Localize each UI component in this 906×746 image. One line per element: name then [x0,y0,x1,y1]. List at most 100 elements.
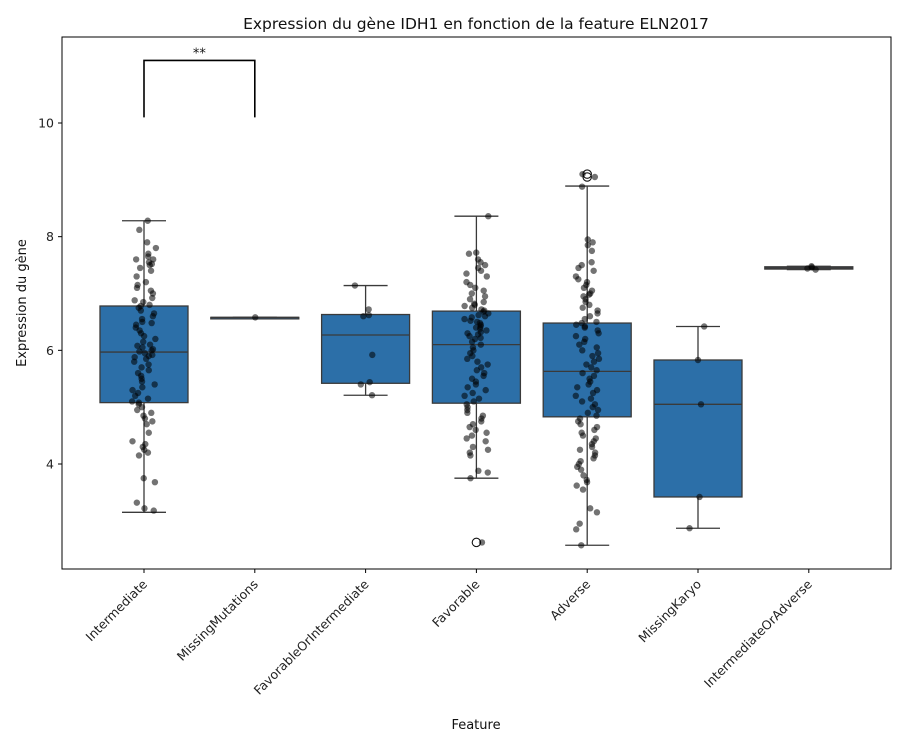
data-point [463,270,470,277]
box-iqr [320,313,411,384]
data-point [128,398,136,405]
data-point [700,323,708,330]
box-adverse [542,169,632,546]
data-point [365,311,373,319]
data-point [477,334,484,342]
data-point [477,267,485,274]
box-favorableorintermediate [320,284,411,396]
data-point [467,317,474,324]
data-point [148,409,155,417]
data-point [579,304,586,311]
boxes-layer [99,169,854,548]
data-point [137,307,145,314]
x-tick-label: Intermediate [82,576,150,644]
data-point [152,335,159,343]
data-point [588,364,595,371]
data-point [480,372,487,380]
data-point [466,295,474,303]
data-point [484,361,491,368]
data-point [464,409,471,417]
data-point [482,438,489,445]
data-point [143,421,150,428]
data-point [473,249,480,256]
data-point [151,381,158,388]
data-point [141,415,149,422]
data-point [697,401,705,408]
data-point [145,367,152,374]
data-point [140,332,148,340]
data-point [593,412,600,419]
data-point [149,313,157,320]
data-point [466,332,473,340]
data-point [573,482,580,489]
data-point [589,403,596,411]
data-point [578,542,585,549]
data-point [591,173,599,181]
data-point [467,475,474,482]
data-point [590,358,598,365]
data-point [594,349,602,357]
data-point [578,183,586,190]
data-point [357,381,365,388]
data-point [481,261,489,269]
data-point [594,310,601,317]
data-point [578,398,586,405]
data-point [589,239,596,246]
data-point [464,384,471,391]
significance-label: ** [193,46,207,61]
data-point [464,355,471,363]
data-point [134,406,141,414]
data-point [145,429,152,436]
y-tick-label: 10 [38,116,54,131]
data-point [129,386,136,394]
data-point [484,469,491,476]
x-tick-label: FavorableOrIntermediate [251,576,372,697]
data-point [579,369,586,377]
data-point [133,499,141,506]
y-tick-label: 8 [46,229,54,244]
data-point [151,478,159,486]
data-point [573,526,580,533]
data-point [472,284,479,292]
data-point [581,338,588,346]
x-tick-label: Adverse [547,576,594,623]
y-tick-label: 4 [46,456,54,471]
data-point [131,392,139,399]
data-point [475,311,482,319]
data-point [579,170,586,178]
data-point [595,355,603,363]
box-missingkaryo [653,325,743,529]
data-point [808,263,815,270]
data-point [577,421,584,428]
data-point [461,302,468,310]
x-axis-label: Feature [451,718,500,733]
data-point [474,358,481,365]
data-point [589,352,596,360]
data-point [580,284,588,292]
data-point [135,452,143,459]
data-point [480,287,487,294]
data-point [484,446,492,453]
data-point [483,327,490,334]
data-point [574,384,581,391]
data-point [150,507,157,514]
data-point [469,443,477,451]
data-point [575,276,582,283]
data-point [463,435,470,442]
data-point [480,298,487,306]
data-point [593,367,600,374]
data-point [478,539,486,546]
data-point [583,478,591,486]
data-point [468,290,476,297]
data-point [590,455,597,462]
data-point [573,321,580,328]
data-point [139,318,146,326]
points-layer [128,170,819,549]
data-point [584,409,592,417]
data-point [591,426,598,434]
data-point [142,355,150,363]
data-point [136,264,144,272]
data-point [589,389,597,397]
data-point [466,423,473,431]
data-point [485,213,492,220]
